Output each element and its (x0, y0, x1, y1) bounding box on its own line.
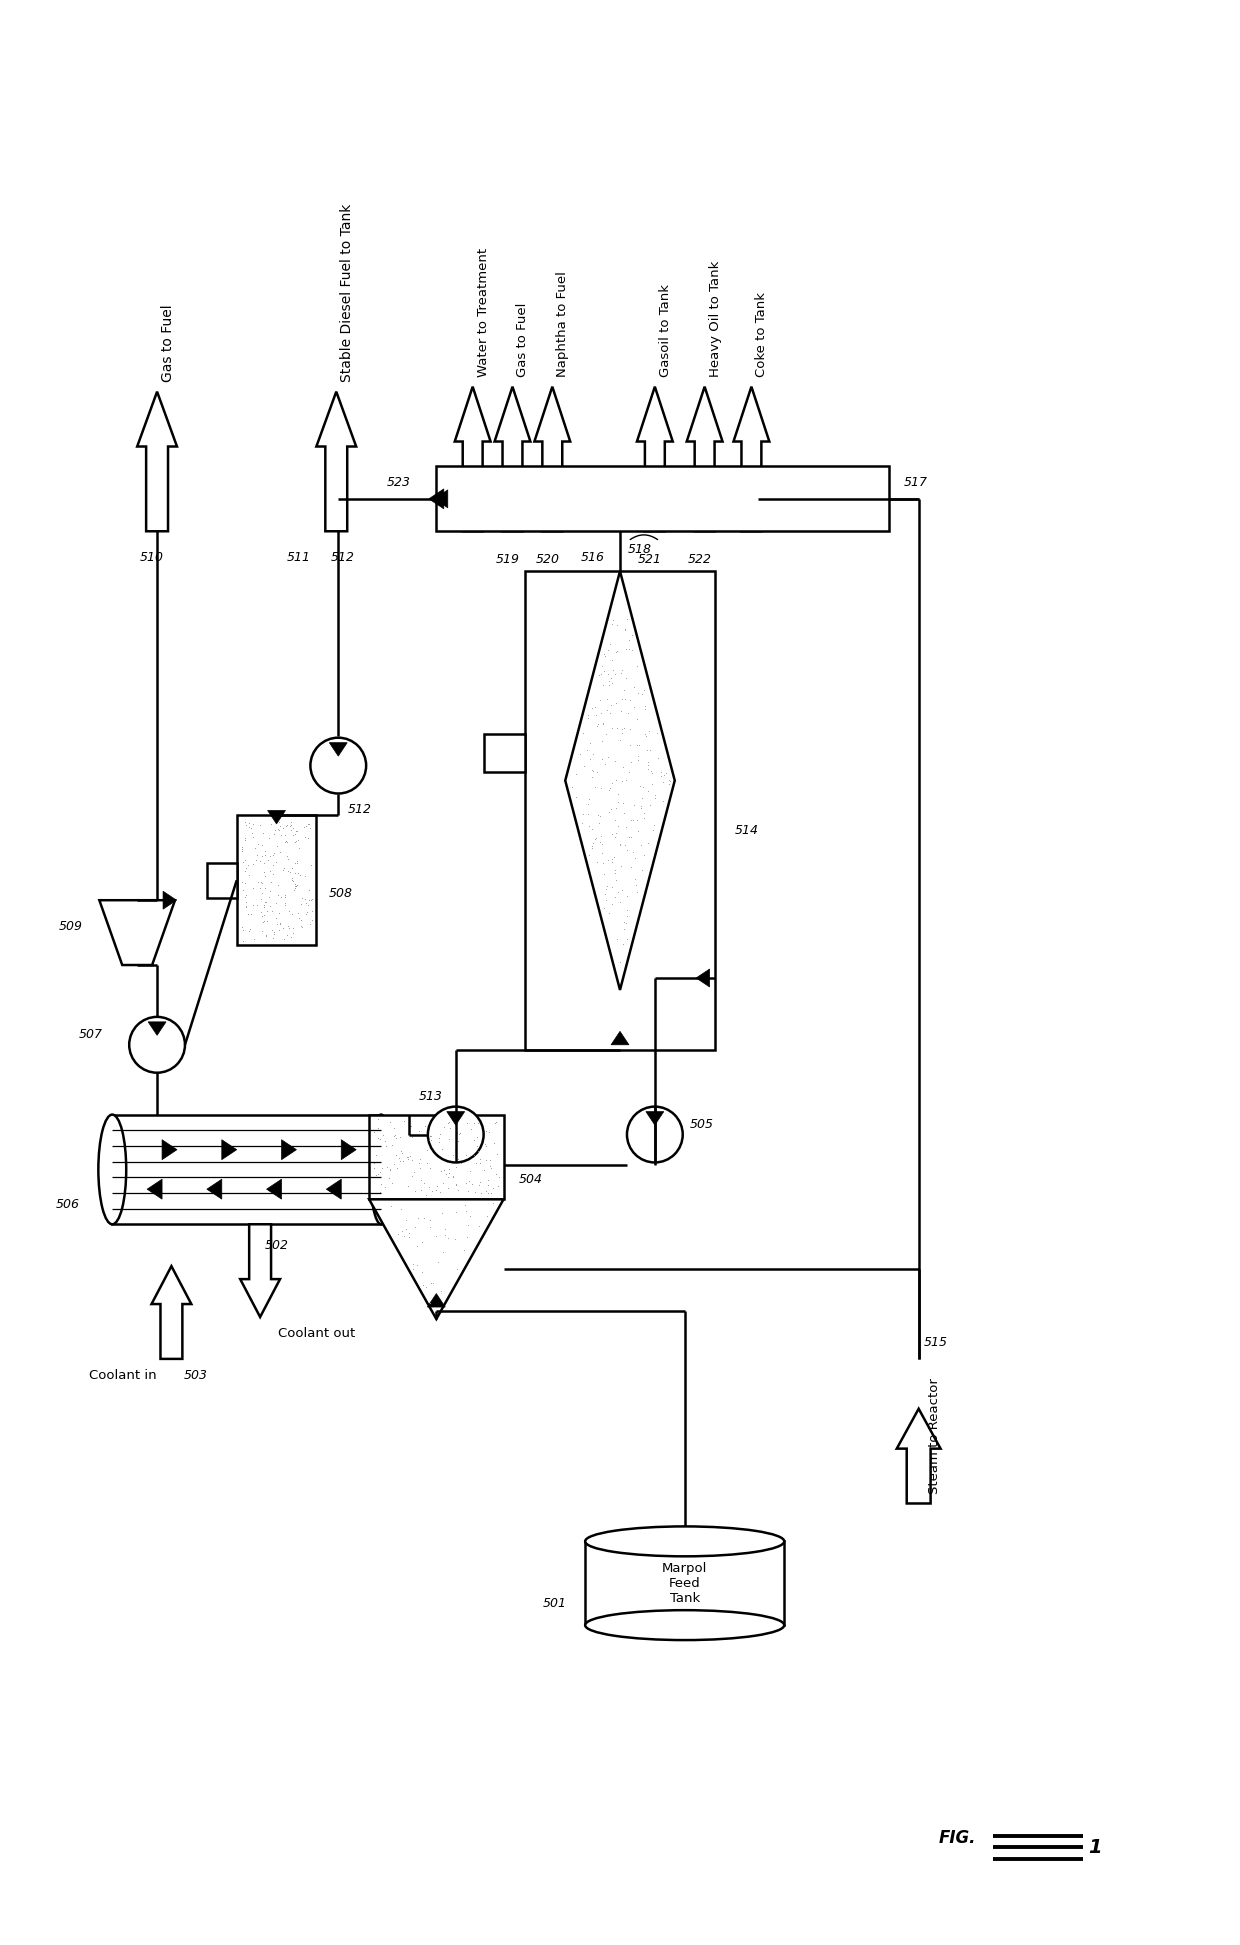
Polygon shape (330, 743, 347, 757)
Text: 514: 514 (734, 825, 759, 836)
Polygon shape (241, 1223, 280, 1317)
Text: Gas to Fuel: Gas to Fuel (516, 301, 529, 377)
Polygon shape (99, 901, 175, 965)
Text: 502: 502 (265, 1239, 289, 1253)
Text: FIG.: FIG. (939, 1828, 976, 1846)
Text: Water to Treatment: Water to Treatment (476, 247, 490, 377)
Text: Stable Diesel Fuel to Tank: Stable Diesel Fuel to Tank (340, 204, 355, 381)
Text: 512: 512 (331, 550, 355, 564)
Text: 521: 521 (637, 552, 662, 566)
Polygon shape (148, 1021, 166, 1035)
Circle shape (627, 1107, 683, 1163)
Text: 510: 510 (140, 550, 164, 564)
Bar (207, 864, 237, 899)
Polygon shape (222, 1140, 237, 1159)
Polygon shape (696, 969, 709, 986)
Text: 512: 512 (348, 803, 372, 817)
Text: 516: 516 (582, 550, 605, 564)
Polygon shape (646, 1113, 663, 1124)
Circle shape (428, 1107, 484, 1163)
Bar (585, 1540, 784, 1626)
Text: Gas to Fuel: Gas to Fuel (161, 303, 175, 381)
Text: 519: 519 (496, 552, 520, 566)
Text: 520: 520 (536, 552, 559, 566)
Circle shape (310, 737, 366, 794)
Text: 1: 1 (1087, 1838, 1101, 1857)
Circle shape (129, 1017, 185, 1074)
Polygon shape (897, 1408, 941, 1503)
Ellipse shape (98, 1114, 126, 1223)
Polygon shape (743, 513, 760, 527)
Polygon shape (687, 387, 723, 531)
Polygon shape (696, 513, 713, 527)
Bar (484, 733, 526, 772)
Text: 506: 506 (56, 1198, 79, 1212)
Bar (370, 1114, 503, 1200)
Text: Gasoil to Tank: Gasoil to Tank (658, 284, 672, 377)
Polygon shape (316, 391, 356, 531)
Polygon shape (138, 391, 177, 531)
Bar (237, 815, 316, 945)
Text: 507: 507 (78, 1029, 103, 1041)
Text: 504: 504 (518, 1173, 542, 1186)
Polygon shape (326, 1179, 341, 1200)
Bar (526, 572, 714, 1050)
Text: Marpol
Feed
Tank: Marpol Feed Tank (662, 1562, 707, 1605)
Text: 517: 517 (904, 477, 928, 488)
Ellipse shape (585, 1610, 784, 1640)
Text: 511: 511 (286, 550, 310, 564)
Polygon shape (341, 1140, 356, 1159)
Text: Coolant out: Coolant out (278, 1326, 356, 1340)
Polygon shape (534, 387, 570, 531)
Polygon shape (268, 811, 285, 825)
Text: 505: 505 (689, 1118, 714, 1132)
Text: 518: 518 (627, 543, 652, 556)
Text: Heavy Oil to Tank: Heavy Oil to Tank (708, 261, 722, 377)
Polygon shape (646, 513, 663, 527)
Text: Coolant in: Coolant in (89, 1369, 156, 1381)
Polygon shape (455, 387, 491, 531)
Polygon shape (446, 1113, 465, 1124)
Polygon shape (148, 1179, 162, 1200)
Polygon shape (207, 1179, 222, 1200)
Text: 513: 513 (419, 1089, 443, 1103)
Polygon shape (503, 513, 522, 527)
Text: 515: 515 (924, 1336, 947, 1350)
Polygon shape (429, 488, 444, 510)
Polygon shape (162, 891, 176, 908)
Polygon shape (267, 1179, 281, 1200)
Polygon shape (428, 1293, 445, 1307)
Polygon shape (611, 1031, 629, 1044)
Text: 503: 503 (184, 1369, 207, 1381)
Text: 523: 523 (387, 477, 410, 490)
Polygon shape (281, 1140, 296, 1159)
Text: Naphtha to Fuel: Naphtha to Fuel (557, 270, 569, 377)
Text: 501: 501 (543, 1597, 567, 1610)
Ellipse shape (585, 1527, 784, 1556)
Text: 509: 509 (58, 920, 82, 934)
Polygon shape (543, 513, 562, 527)
Bar (435, 467, 889, 531)
Text: 508: 508 (329, 887, 352, 901)
Polygon shape (151, 1266, 191, 1360)
Text: Steam to Reactor: Steam to Reactor (928, 1377, 941, 1494)
Text: Coke to Tank: Coke to Tank (755, 292, 769, 377)
Polygon shape (565, 572, 675, 990)
Polygon shape (464, 513, 481, 527)
Polygon shape (434, 490, 448, 508)
Polygon shape (734, 387, 769, 531)
Polygon shape (162, 1140, 177, 1159)
Polygon shape (370, 1200, 503, 1319)
Polygon shape (495, 387, 531, 531)
Bar (113, 1114, 381, 1223)
Text: 522: 522 (688, 552, 712, 566)
Polygon shape (637, 387, 673, 531)
Ellipse shape (370, 1114, 392, 1223)
